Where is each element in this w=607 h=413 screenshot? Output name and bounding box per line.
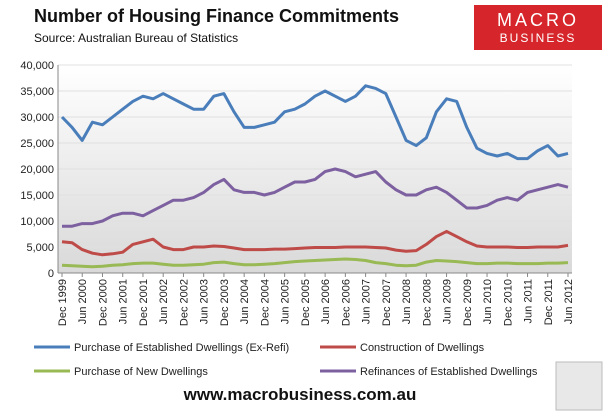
x-tick-label: Jun 2005 (280, 279, 292, 324)
legend-label: Refinances of Established Dwellings (360, 366, 538, 378)
y-tick-label: 10,000 (20, 216, 54, 228)
y-tick-label: 0 (48, 268, 54, 280)
x-tick-label: Dec 2003 (219, 279, 231, 326)
x-tick-label: Jun 2002 (158, 279, 170, 324)
x-tick-label: Jun 2008 (401, 279, 413, 324)
series-line (61, 257, 569, 269)
x-tick-label: Jun 2001 (118, 279, 130, 324)
x-tick-label: Dec 2006 (340, 279, 352, 326)
y-tick-label: 15,000 (20, 190, 54, 202)
y-tick-label: 20,000 (20, 164, 54, 176)
series-line (62, 167, 569, 228)
legend-label: Construction of Dwellings (360, 342, 485, 354)
legend-label: Purchase of Established Dwellings (Ex-Re… (74, 342, 289, 354)
wolf-icon (555, 361, 603, 411)
x-tick-label: Dec 2008 (421, 279, 433, 326)
x-tick-label: Dec 2001 (138, 279, 150, 326)
x-tick-label: Jun 2009 (442, 279, 454, 324)
y-tick-label: 30,000 (20, 112, 54, 124)
y-tick-label: 5,000 (26, 242, 54, 254)
logo-text: MACRO (497, 10, 579, 30)
logo-box (474, 5, 602, 50)
x-tick-label: Jun 2003 (199, 279, 211, 324)
x-tick-label: Jun 2012 (563, 279, 575, 324)
x-tick-label: Dec 2007 (381, 279, 393, 326)
x-tick-label: Dec 2000 (97, 279, 109, 326)
x-tick-label: Jun 2006 (320, 279, 332, 324)
x-tick-label: Jun 2010 (482, 279, 494, 324)
series-line (60, 84, 569, 161)
x-tick-label: Dec 2009 (462, 279, 474, 326)
x-tick-label: Dec 2005 (300, 279, 312, 326)
logo-text: BUSINESS (500, 31, 577, 45)
chart-subtitle: Source: Australian Bureau of Statistics (34, 31, 238, 45)
x-tick-label: Dec 2010 (502, 279, 514, 326)
x-tick-label: Dec 2011 (543, 279, 555, 325)
y-tick-label: 25,000 (20, 138, 54, 150)
x-tick-label: Dec 2002 (178, 279, 190, 326)
chart-title: Number of Housing Finance Commitments (34, 6, 399, 26)
x-tick-label: Dec 1999 (57, 279, 69, 326)
x-tick-label: Jun 2011 (523, 279, 535, 323)
x-tick-label: Jun 2000 (77, 279, 89, 324)
footer: www.macrobusiness.com.au (183, 385, 417, 404)
legend-label: Purchase of New Dwellings (74, 366, 208, 378)
x-tick-label: Jun 2007 (361, 279, 373, 324)
series-line (61, 229, 569, 257)
x-tick-label: Jun 2004 (239, 279, 251, 324)
y-tick-label: 35,000 (20, 86, 54, 98)
y-tick-label: 40,000 (20, 60, 54, 72)
x-tick-label: Dec 2004 (259, 279, 271, 326)
